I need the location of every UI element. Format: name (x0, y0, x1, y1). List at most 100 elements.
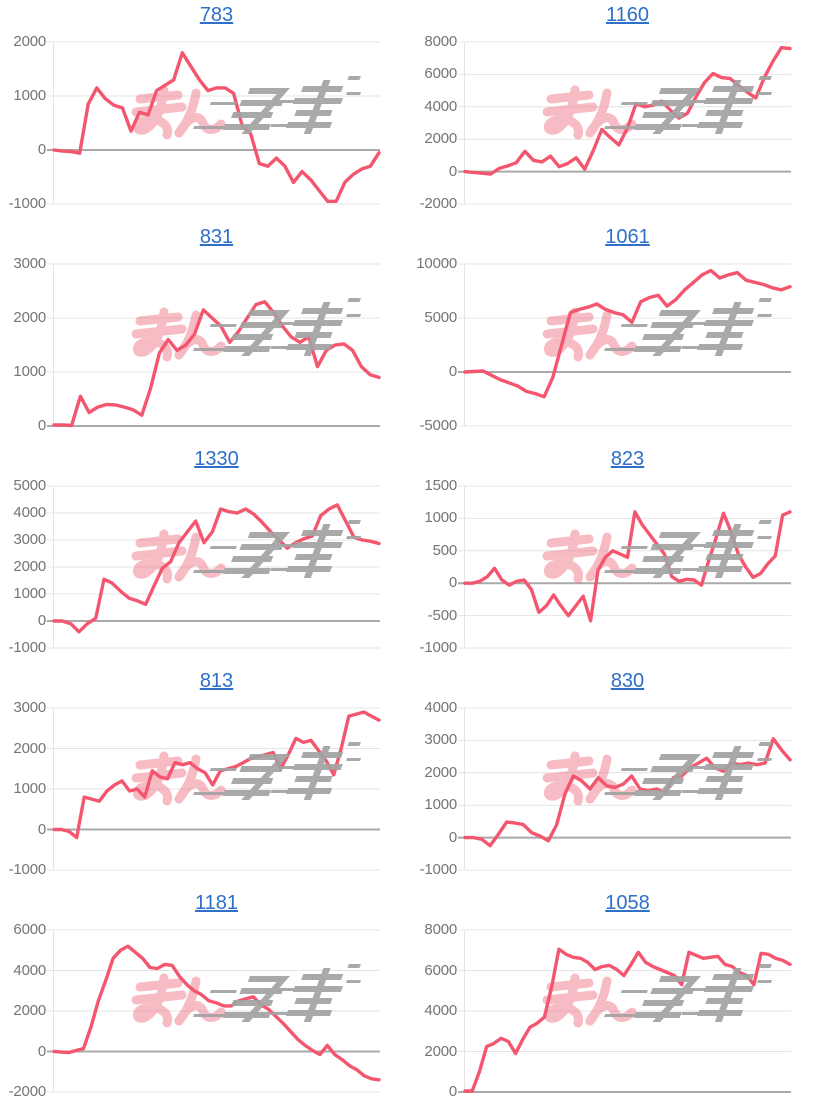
line-chart-plot: 5000 4000 3000 2000 1000 0 -1000 (0, 444, 411, 666)
y-axis-tick-label: 500 (432, 541, 458, 559)
y-axis-tick-label: 3000 (13, 531, 46, 548)
y-axis-tick-label: -1000 (8, 195, 47, 212)
y-axis-tick-label: 8000 (424, 921, 457, 938)
line-chart-plot: 10000 5000 0 -5000 (411, 222, 822, 444)
y-axis-tick-label: 0 (37, 1042, 46, 1060)
y-axis-tick-label: 1500 (424, 477, 457, 494)
y-axis-tick-label: 2000 (13, 558, 46, 575)
line-chart-svg (458, 41, 792, 205)
y-axis-tick-label: -1000 (419, 861, 458, 878)
y-axis-tick-label: 3000 (13, 699, 46, 716)
y-axis-tick-label: 2000 (13, 309, 46, 326)
data-series-line (52, 51, 381, 204)
watermark-logo-pink (542, 307, 637, 362)
y-axis-tick-label: 2000 (424, 1042, 457, 1060)
y-axis-tick-label: 1000 (424, 509, 457, 527)
line-chart-plot: 3000 2000 1000 0 (0, 222, 411, 444)
chart-cell: 830 4000 3000 2000 1000 0 -1000 (411, 666, 822, 888)
watermark-logo-gray (193, 964, 362, 1022)
chart-cell: 1330 5000 4000 3000 2000 1000 0 -1000 (0, 444, 411, 666)
watermark-logo-gray (193, 742, 362, 800)
y-axis-tick-label: -1000 (8, 639, 47, 656)
data-series-line (52, 944, 381, 1082)
line-chart-plot: 1500 1000 500 0 -500 -1000 (411, 444, 822, 666)
line-chart-svg (458, 485, 792, 649)
y-axis-tick-label: 0 (448, 162, 457, 180)
y-axis-tick-label: 2000 (424, 763, 457, 781)
y-axis-tick-label: 3000 (424, 731, 457, 749)
y-axis-tick-label: 5000 (13, 477, 46, 494)
watermark-logo-gray (604, 520, 773, 578)
y-axis-tick-label: 6000 (424, 65, 457, 83)
line-chart-svg (47, 485, 381, 649)
chart-title-link[interactable]: 1061 (605, 226, 650, 248)
y-axis-tick-label: 1000 (424, 796, 457, 814)
data-series-line (463, 737, 792, 848)
y-axis-tick-label: -2000 (8, 1083, 47, 1100)
y-axis-tick-label: 1000 (13, 585, 46, 602)
line-chart-plot: 8000 6000 4000 2000 0 (411, 888, 822, 1110)
data-series-line (52, 710, 381, 840)
y-axis-tick-label: -500 (427, 606, 457, 624)
y-axis-tick-label: 1000 (13, 363, 46, 380)
watermark-logo-gray (193, 298, 362, 356)
chart-title-link[interactable]: 823 (610, 448, 645, 470)
y-axis-tick-label: 3000 (13, 255, 46, 272)
y-axis-tick-label: 1000 (13, 780, 46, 797)
line-chart-plot: 3000 2000 1000 0 -1000 (0, 666, 411, 888)
chart-title-link[interactable]: 1330 (194, 448, 239, 470)
chart-cell: 1058 8000 6000 4000 2000 0 (411, 888, 822, 1110)
y-axis-tick-label: 0 (448, 1083, 457, 1100)
y-axis-tick-label: 8000 (424, 33, 457, 50)
chart-cell: 823 1500 1000 500 0 -500 -1000 (411, 444, 822, 666)
chart-title-link[interactable]: 831 (199, 226, 234, 248)
y-axis-tick-label: 4000 (13, 961, 46, 979)
y-axis-tick-label: -1000 (8, 861, 47, 878)
line-chart-svg (47, 929, 381, 1093)
chart-title-link[interactable]: 1058 (605, 892, 650, 914)
watermark-logo-gray (604, 742, 773, 800)
data-series-line (52, 503, 381, 634)
y-axis-tick-label: 0 (448, 574, 457, 592)
watermark-logo-gray (193, 520, 362, 578)
line-chart-svg (47, 41, 381, 205)
y-axis-tick-label: 10000 (416, 255, 457, 272)
chart-title-link[interactable]: 783 (199, 4, 234, 26)
chart-cell: 783 2000 1000 0 -1000 (0, 0, 411, 222)
line-chart-plot: 8000 6000 4000 2000 0 -2000 (411, 0, 822, 222)
y-axis-tick-label: 0 (448, 363, 457, 380)
y-axis-tick-label: 0 (37, 417, 46, 434)
chart-title-link[interactable]: 1160 (605, 4, 649, 26)
y-axis-tick-label: 1000 (13, 87, 46, 104)
y-axis-tick-label: 0 (448, 828, 457, 846)
line-chart-svg (458, 929, 792, 1093)
chart-cell: 831 3000 2000 1000 0 (0, 222, 411, 444)
watermark-logo-gray (604, 298, 773, 356)
chart-title-link[interactable]: 1181 (194, 892, 238, 914)
line-chart-svg (47, 263, 381, 428)
line-chart-plot: 6000 4000 2000 0 -2000 (0, 888, 411, 1110)
chart-cell: 1181 6000 4000 2000 0 -2000 (0, 888, 411, 1110)
y-axis-tick-label: -5000 (419, 417, 458, 434)
data-series-line (463, 268, 792, 399)
y-axis-tick-label: 2000 (424, 130, 457, 148)
y-axis-tick-label: 0 (37, 141, 46, 158)
chart-title-link[interactable]: 830 (610, 670, 645, 692)
chart-cell: 1061 10000 5000 0 -5000 (411, 222, 822, 444)
watermark-logo-gray (193, 76, 362, 134)
y-axis-tick-label: 4000 (13, 504, 46, 521)
y-axis-tick-label: 4000 (424, 1002, 457, 1019)
chart-cell: 1160 8000 6000 4000 2000 0 -2000 (411, 0, 822, 222)
line-chart-svg (458, 263, 792, 427)
chart-cell: 813 3000 2000 1000 0 -1000 (0, 666, 411, 888)
watermark-logo-pink (542, 973, 637, 1028)
watermark-logo-gray (604, 964, 773, 1022)
line-chart-svg (458, 707, 792, 871)
y-axis-tick-label: 4000 (424, 97, 457, 115)
chart-title-link[interactable]: 813 (199, 670, 234, 692)
y-axis-tick-label: 2000 (13, 1002, 46, 1019)
line-chart-plot: 2000 1000 0 -1000 (0, 0, 411, 222)
line-chart-svg (47, 707, 381, 871)
y-axis-tick-label: 6000 (424, 961, 457, 979)
